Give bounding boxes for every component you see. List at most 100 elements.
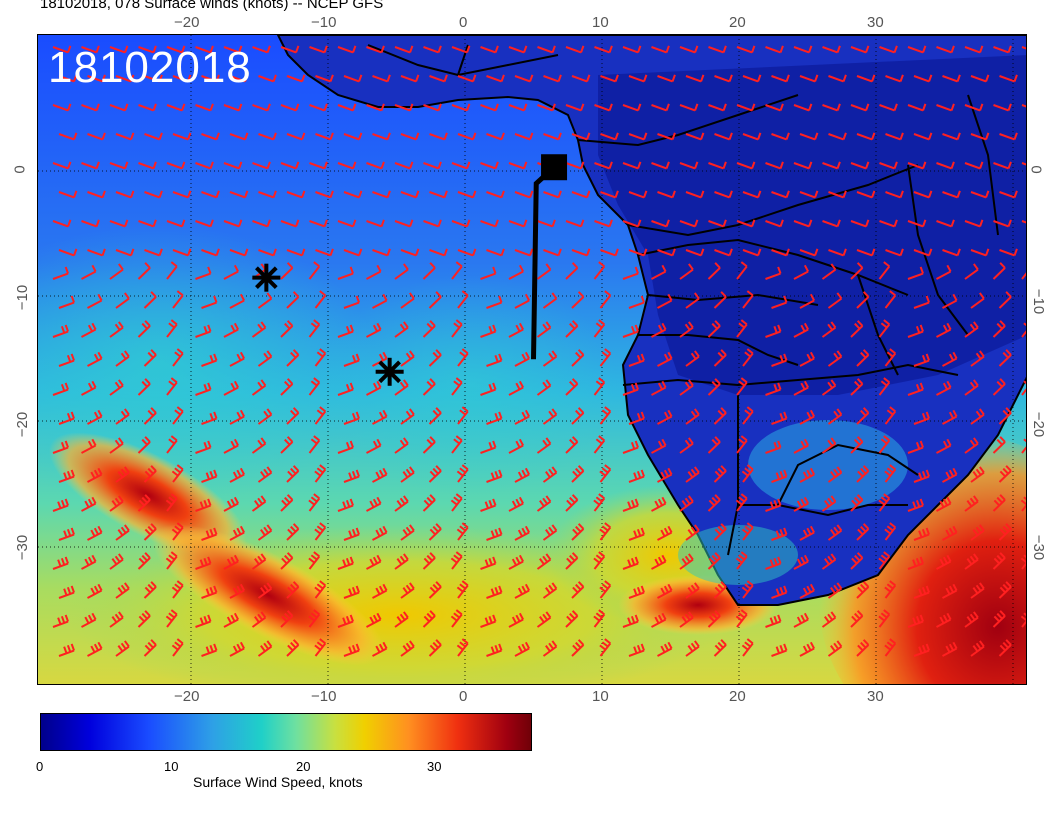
wind-barb <box>856 407 870 425</box>
wind-barb <box>251 437 267 454</box>
wind-barb <box>793 264 810 280</box>
wind-barb <box>565 320 579 338</box>
wind-barb <box>314 580 327 599</box>
wind-barb <box>907 498 924 512</box>
wind-barb <box>771 74 790 83</box>
wind-barb <box>679 553 694 570</box>
wind-barb <box>508 103 528 112</box>
wind-barb <box>942 248 961 257</box>
wind-barb <box>1021 320 1026 338</box>
wind-barb <box>856 74 876 83</box>
wind-barb <box>708 219 727 228</box>
wind-barb <box>594 45 613 54</box>
wind-barb <box>372 74 391 83</box>
wind-barb <box>714 74 733 83</box>
wind-barb <box>201 132 220 141</box>
wind-barb <box>423 45 442 54</box>
wind-barb <box>856 291 870 309</box>
wind-barb <box>315 132 334 141</box>
wind-barb <box>543 74 562 83</box>
wind-barb <box>565 610 579 628</box>
wind-barb <box>828 74 847 83</box>
wind-barb <box>165 493 178 512</box>
wind-barb <box>936 612 952 628</box>
wind-barb <box>457 406 469 425</box>
lat-tick-right: 0 <box>1027 165 1045 174</box>
wind-barb <box>514 641 531 657</box>
wind-barb <box>372 248 391 257</box>
wind-barb <box>201 411 218 425</box>
wind-barb <box>171 522 184 541</box>
wind-barb <box>428 581 442 599</box>
wind-barb <box>942 409 958 425</box>
wind-barb <box>599 638 612 657</box>
wind-barb <box>884 406 897 425</box>
wind-barb <box>138 45 157 54</box>
wind-barb <box>657 525 673 541</box>
wind-barb <box>394 263 409 280</box>
wind-barb <box>970 524 985 541</box>
wind-barb <box>771 527 788 541</box>
wind-barb <box>793 161 813 170</box>
wind-barb <box>856 523 870 541</box>
wind-barb <box>571 407 585 425</box>
wind-barb <box>913 248 933 257</box>
wind-barb <box>508 496 525 512</box>
wind-barb <box>657 248 676 257</box>
wind-barb <box>223 219 243 228</box>
wind-barb <box>964 553 979 570</box>
wind-barb <box>571 74 591 83</box>
wind-barb <box>280 219 300 228</box>
wind-barb <box>81 264 97 280</box>
wind-barb <box>343 643 360 657</box>
wind-barb <box>366 264 382 280</box>
wind-barb <box>394 437 409 454</box>
wind-barb <box>109 263 124 280</box>
wind-barb <box>52 266 69 280</box>
wind-barb <box>394 321 409 338</box>
wind-barb <box>936 161 955 170</box>
wind-barb <box>936 219 955 228</box>
wind-barb <box>423 161 442 170</box>
wind-barb <box>172 132 192 141</box>
wind-barb <box>58 295 75 309</box>
wind-barb <box>223 103 243 112</box>
wind-barb <box>280 103 300 112</box>
wind-barb <box>771 643 788 657</box>
wind-barb <box>907 324 924 338</box>
wind-barb <box>315 190 334 199</box>
wind-barb <box>536 611 552 628</box>
wind-barb <box>735 609 748 628</box>
wind-barb <box>258 132 277 141</box>
wind-barb <box>885 248 904 257</box>
wind-barb <box>771 411 788 425</box>
wind-barb <box>765 219 784 228</box>
wind-barb <box>166 435 178 454</box>
wind-barb <box>486 643 503 657</box>
wind-barb <box>87 525 103 541</box>
wind-barb <box>942 525 958 541</box>
wind-barb <box>593 319 606 338</box>
wind-barb <box>309 45 328 54</box>
wind-barb <box>115 466 130 483</box>
storm-symbol <box>252 263 281 292</box>
wind-barb <box>314 464 327 483</box>
wind-barb <box>884 290 897 309</box>
wind-barb <box>936 264 952 280</box>
wind-barb <box>166 377 178 396</box>
wind-barb <box>280 610 294 628</box>
wind-barb <box>366 380 382 396</box>
wind-barb <box>856 639 870 657</box>
wind-barb <box>115 248 135 257</box>
wind-barb <box>308 435 321 454</box>
wind-barb <box>571 639 585 657</box>
wind-barb <box>565 262 579 280</box>
wind-barb <box>58 132 78 141</box>
wind-barb <box>793 554 810 570</box>
wind-barb <box>308 609 321 628</box>
wind-barb <box>827 640 843 657</box>
wind-barb <box>172 348 184 367</box>
wind-barb <box>422 262 436 280</box>
wind-barb <box>942 351 958 367</box>
wind-barb <box>308 551 321 570</box>
